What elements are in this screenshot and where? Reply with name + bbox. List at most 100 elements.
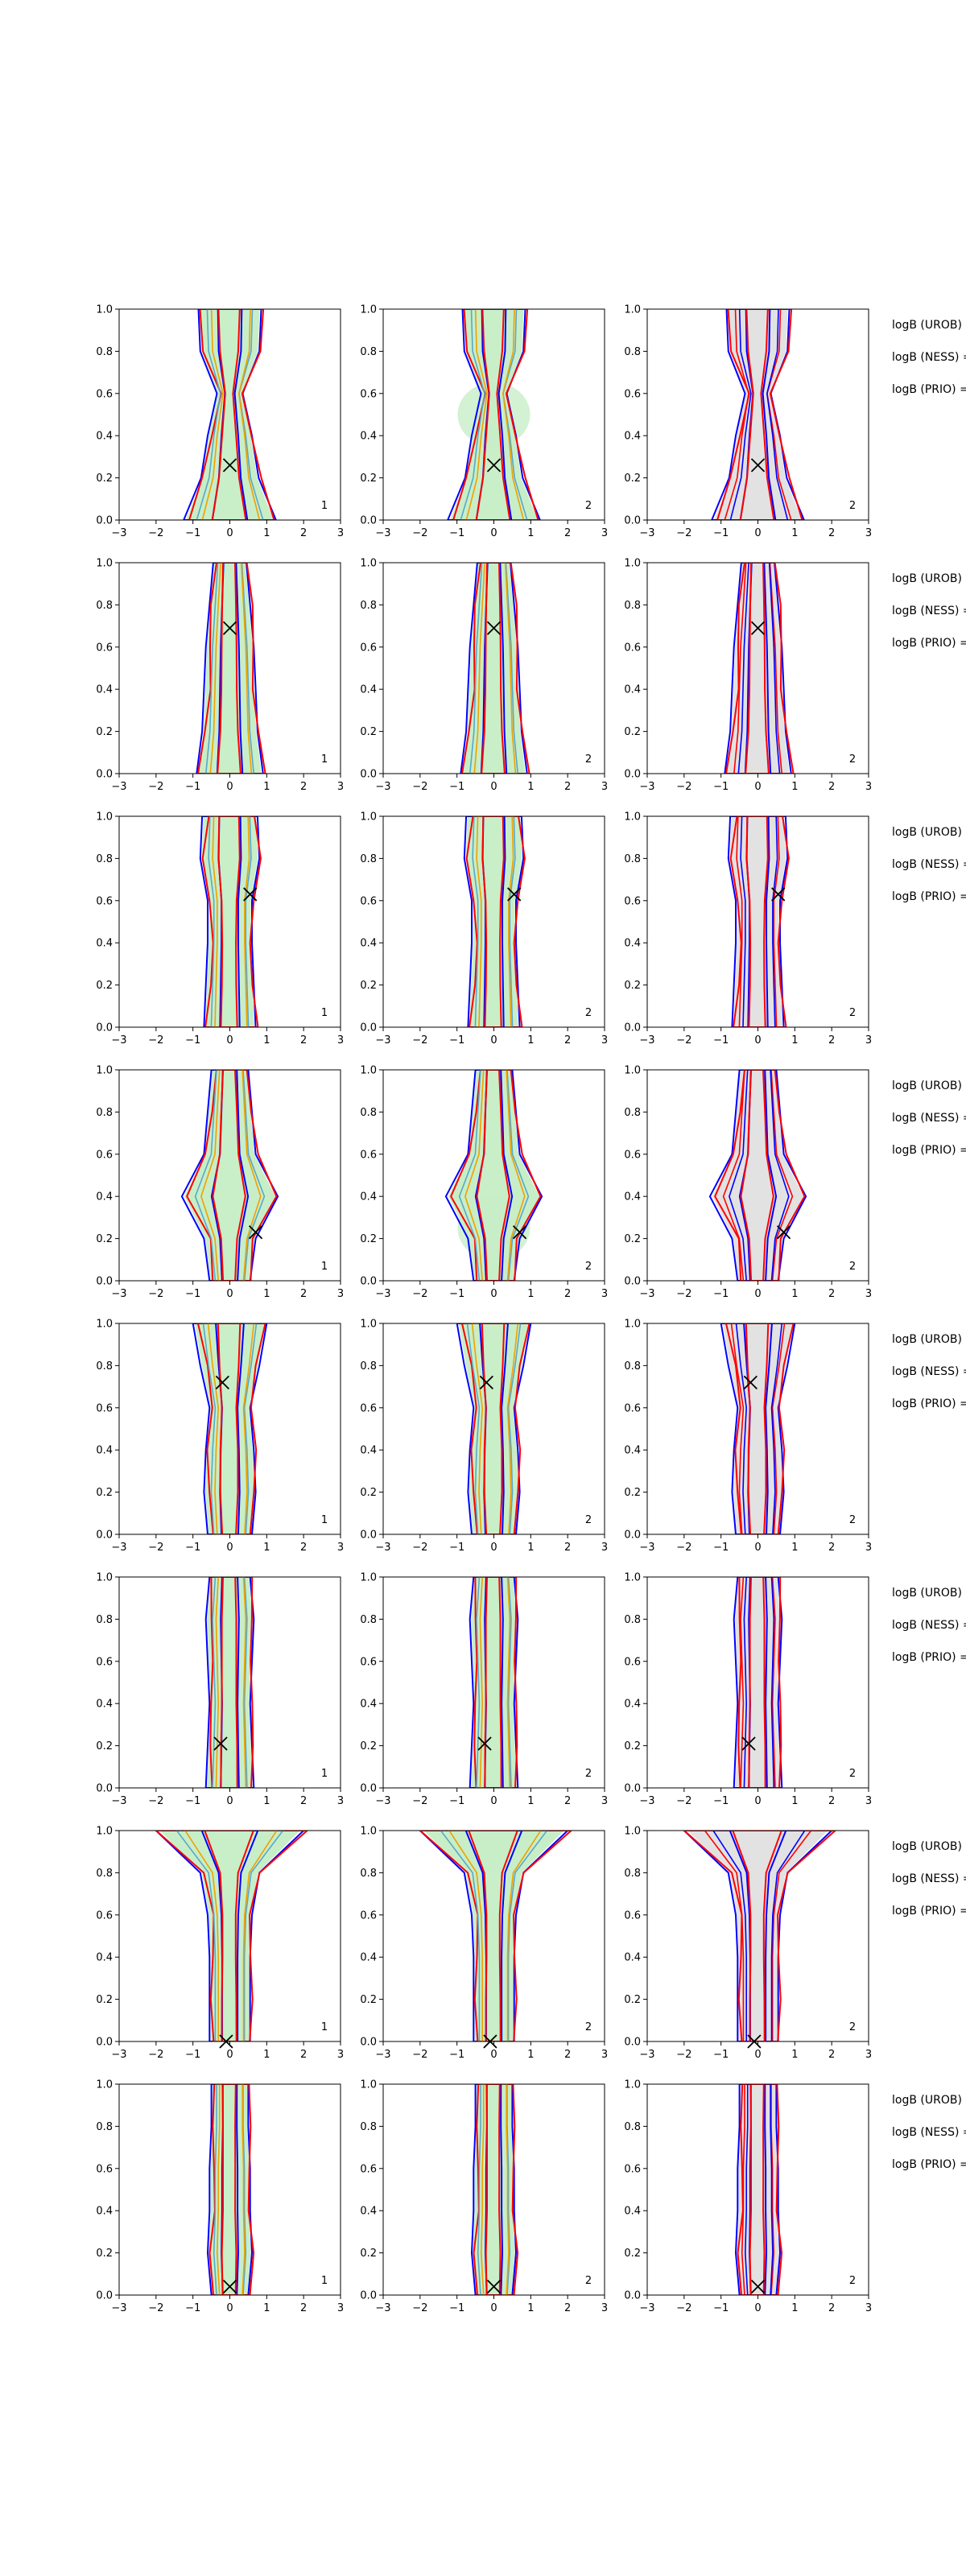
y-tick-label: 1.0 [624,1319,641,1331]
panel-r2-c1: −3 −2 −1 0 1 2 3 0.0 0.2 0.4 0.6 0.8 1.0 1 [96,558,344,794]
y-tick-label: 0.2 [624,1994,641,2006]
x-tick-label: 0 [226,1034,233,1046]
x-tick-label: 0 [754,2049,761,2061]
x-tick-label: 2 [564,2302,571,2314]
y-tick-label: 0.8 [360,1107,377,1119]
x-tick-label: 1 [527,1795,534,1807]
panel-r2-c3: −3 −2 −1 0 1 2 3 0.0 0.2 0.4 0.6 0.8 1.0 2 [624,558,872,794]
y-tick-label: 1.0 [360,2079,377,2091]
row-side-label: logB (PRIO) = [892,1905,966,1918]
y-tick-label: 0.6 [360,1402,377,1414]
x-tick-label: −2 [412,781,427,793]
truth-marker [507,887,522,902]
contour-mid-2 [464,1070,526,1281]
x-tick-label: 1 [791,2049,798,2061]
contour-red-outer [452,309,539,520]
y-tick-label: 0.2 [96,726,113,738]
contour-mid-1 [196,309,264,520]
x-tick-label: 2 [564,1795,571,1807]
x-tick-label: 3 [865,2049,872,2061]
row-side-label: logB (NESS) = [892,605,966,617]
row-side-label: logB (UROB) [892,2094,962,2107]
y-tick-label: 1.0 [96,811,113,824]
contour-blue-inner [738,1070,778,1281]
truth-marker [222,458,237,473]
contour-mid-2 [737,563,781,774]
posterior-blob [457,382,530,447]
row-side-label: logB (UROB) [892,1080,962,1092]
row-side-label: logB (PRIO) = [892,2158,966,2171]
plot-area [733,1577,783,1788]
y-tick-label: 0.6 [624,2163,641,2175]
row-side-label: logB (NESS) = [892,1112,966,1125]
x-tick-label: −1 [449,2049,464,2061]
contour-red-outer [460,1323,530,1534]
y-tick-label: 0.8 [360,346,377,358]
contour-red-inner [481,1323,506,1534]
contour-blue-outer [469,1577,519,1788]
x-tick-label: −2 [412,527,427,539]
y-tick-label: 0.0 [360,1530,377,1542]
y-tick-label: 0.6 [96,1402,113,1414]
y-tick-label: 0.8 [96,346,113,358]
y-tick-label: 0.6 [96,895,113,907]
x-tick-label: −2 [148,1542,163,1554]
x-tick-label: −2 [412,2302,427,2314]
x-tick-label: 0 [490,527,497,539]
x-tick-label: 0 [490,781,497,793]
contour-mid-1 [472,816,516,1027]
row-side-label: logB (UROB) [892,826,962,839]
panel-r8-c2: −3 −2 −1 0 1 2 3 0.0 0.2 0.4 0.6 0.8 1.0 2 [360,2079,608,2315]
x-tick-label: 3 [337,1795,344,1807]
contour-blue-outer [155,1831,305,2041]
x-tick-label: 0 [490,1795,497,1807]
y-tick-label: 0.0 [624,1276,641,1288]
x-tick-label: 3 [337,781,344,793]
plot-area [196,563,266,774]
plot-area [711,309,805,520]
plot-area [447,309,541,520]
x-tick-label: 3 [601,2049,608,2061]
contour-mid-2 [448,1831,542,2041]
y-tick-label: 0.0 [624,1022,641,1034]
x-tick-label: −2 [412,1795,427,1807]
panel-corner-label: 1 [321,1768,328,1780]
contour-blue-outer [444,1070,543,1281]
contour-red-outer [419,1831,573,2041]
y-tick-label: 0.2 [624,1233,641,1245]
y-tick-label: 1.0 [96,1065,113,1077]
x-tick-label: −3 [375,1034,390,1046]
x-tick-label: 3 [337,1034,344,1046]
x-tick-label: −2 [676,527,691,539]
contour-red-inner [204,1831,254,2041]
y-tick-label: 0.2 [360,1487,377,1499]
truth-marker [512,1225,527,1240]
y-tick-label: 0.4 [360,2206,377,2218]
x-tick-label: 0 [490,1288,497,1300]
panel-r5-c1: −3 −2 −1 0 1 2 3 0.0 0.2 0.4 0.6 0.8 1.0 1 [96,1319,344,1554]
y-tick-label: 0.8 [360,1360,377,1373]
x-tick-label: 3 [337,2302,344,2314]
x-tick-label: −2 [412,1288,427,1300]
contour-mid-1 [460,309,528,520]
x-tick-label: 2 [828,1795,835,1807]
x-tick-label: 1 [527,1288,534,1300]
y-tick-label: 0.4 [96,1191,113,1203]
y-tick-label: 0.4 [360,1952,377,1964]
contour-mid-2 [712,1831,806,2041]
contour-red-inner [745,563,770,774]
x-tick-label: 1 [527,781,534,793]
x-tick-label: −3 [639,2302,654,2314]
contour-blue-inner [210,1070,250,1281]
x-tick-label: 3 [865,527,872,539]
contour-red-inner [748,1577,766,1788]
contour-blue-outer [720,1323,796,1534]
y-tick-label: 0.2 [624,980,641,992]
truth-marker [771,887,786,902]
x-tick-label: 0 [226,2049,233,2061]
x-tick-label: −2 [676,1795,691,1807]
contour-mid-2 [216,2084,246,2295]
y-tick-label: 0.0 [624,769,641,781]
x-tick-label: 3 [865,781,872,793]
y-tick-label: 0.4 [624,2206,641,2218]
